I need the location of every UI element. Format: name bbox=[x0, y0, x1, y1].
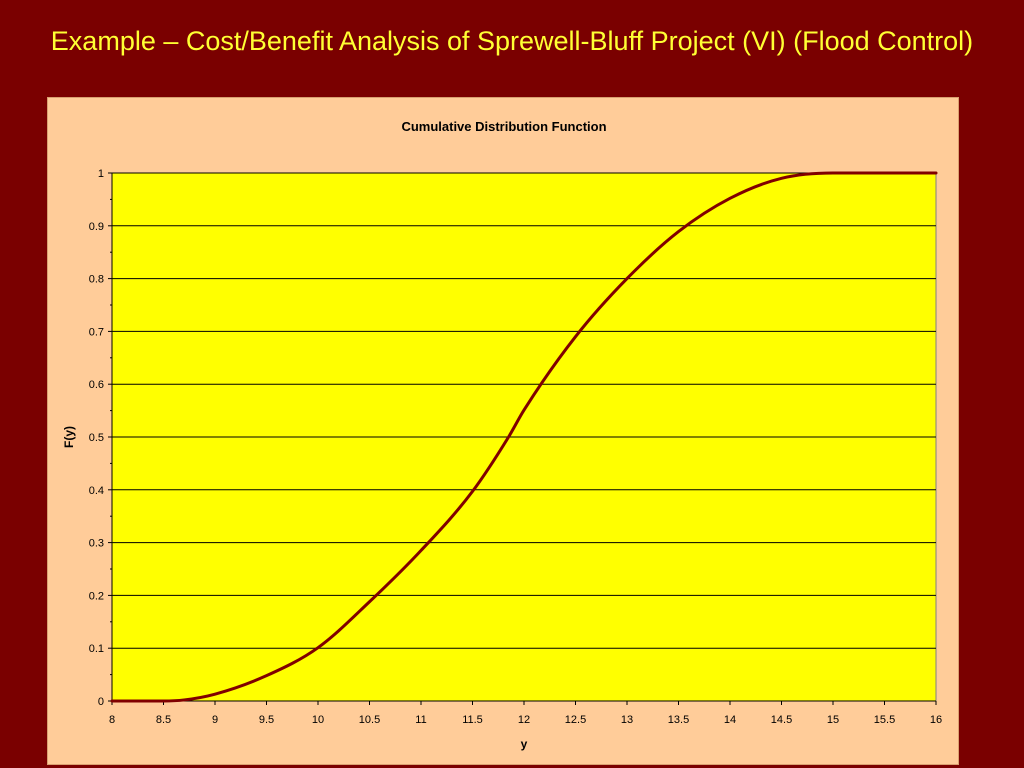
cdf-data-point bbox=[522, 408, 526, 412]
series-layer bbox=[110, 171, 938, 703]
cdf-data-point bbox=[471, 490, 474, 493]
x-tick-label: 12.5 bbox=[565, 714, 586, 726]
x-tick-label: 8.5 bbox=[156, 714, 171, 726]
y-tick-label: 0.5 bbox=[89, 432, 104, 444]
cdf-data-point bbox=[677, 230, 680, 233]
x-tick-label: 15.5 bbox=[874, 714, 895, 726]
x-tick-label: 9.5 bbox=[259, 714, 274, 726]
cdf-data-point bbox=[265, 674, 268, 677]
gridlines bbox=[112, 172, 936, 649]
cdf-data-point bbox=[728, 197, 732, 200]
cdf-data-point bbox=[574, 335, 577, 338]
y-tick-label: 0 bbox=[98, 696, 104, 708]
y-tick-label: 0.2 bbox=[89, 590, 104, 602]
cdf-data-point bbox=[625, 277, 629, 280]
y-tick-label: 0.6 bbox=[89, 379, 104, 391]
x-axis-ticks: 8 8.5 9 9.5 10 10.5 11 11.5 12 12.5 13 13.5 14 14.5 15… bbox=[109, 700, 942, 726]
chart-title: Cumulative Distribution Function bbox=[401, 119, 606, 134]
cdf-data-point bbox=[419, 549, 423, 552]
x-tick-label: 16 bbox=[930, 714, 942, 726]
cdf-chart: Cumulative Distribution Function 0 0.1 0.2… bbox=[62, 119, 942, 751]
cdf-data-point bbox=[368, 600, 371, 603]
y-axis-label: F(y) bbox=[62, 426, 76, 448]
y-tick-label: 0.7 bbox=[89, 326, 104, 338]
cdf-data-point bbox=[316, 646, 320, 649]
slide-title: Example – Cost/Benefit Analysis of Sprew… bbox=[50, 26, 974, 56]
y-tick-label: 0.8 bbox=[89, 274, 104, 286]
x-axis-label: y bbox=[521, 737, 528, 751]
y-tick-label: 0.1 bbox=[89, 643, 104, 655]
x-tick-label: 14.5 bbox=[771, 714, 792, 726]
x-tick-label: 14 bbox=[724, 714, 736, 726]
chart-panel: Cumulative Distribution Function 0 0.1 0.2… bbox=[47, 97, 959, 765]
x-tick-label: 9 bbox=[212, 714, 218, 726]
x-tick-label: 11.5 bbox=[462, 714, 483, 726]
y-tick-label: 1 bbox=[98, 168, 104, 180]
x-tick-label: 12 bbox=[518, 714, 530, 726]
cdf-data-point bbox=[831, 171, 835, 175]
x-tick-label: 13.5 bbox=[668, 714, 689, 726]
x-tick-label: 11 bbox=[415, 714, 426, 726]
x-tick-label: 13 bbox=[621, 714, 633, 726]
x-tick-label: 15 bbox=[827, 714, 839, 726]
cdf-data-point bbox=[213, 692, 217, 696]
cdf-data-point bbox=[110, 699, 114, 703]
x-tick-label: 10 bbox=[312, 714, 324, 726]
x-tick-label: 8 bbox=[109, 714, 115, 726]
cdf-data-point bbox=[182, 698, 186, 702]
cdf-data-point bbox=[934, 171, 938, 175]
y-tick-label: 0.9 bbox=[89, 221, 104, 233]
y-tick-label: 0.4 bbox=[89, 485, 104, 497]
y-axis-ticks: 0 0.1 0.2 0.3 0.4 0.5 0.6 0.7 0.8 0.9 1 bbox=[89, 168, 113, 708]
cdf-data-point bbox=[780, 177, 783, 180]
cdf-data-point bbox=[162, 699, 165, 703]
cdf-data-point bbox=[883, 171, 886, 175]
y-tick-label: 0.3 bbox=[89, 538, 104, 550]
x-tick-label: 10.5 bbox=[359, 714, 380, 726]
cdf-data-point bbox=[507, 435, 510, 439]
